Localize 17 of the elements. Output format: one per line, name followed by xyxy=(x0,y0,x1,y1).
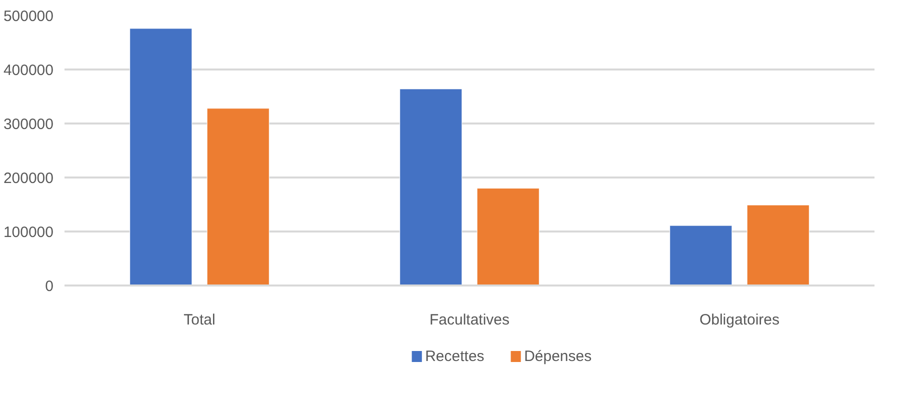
y-tick-label: 300000 xyxy=(3,116,54,133)
x-tick-label: Facultatives xyxy=(429,312,510,328)
x-tick-label: Total xyxy=(184,312,216,328)
bar xyxy=(130,28,192,286)
legend-label: Recettes xyxy=(425,348,484,365)
bar xyxy=(670,225,732,286)
y-tick-label: 400000 xyxy=(3,62,54,79)
y-tick-label: 100000 xyxy=(3,224,54,241)
y-tick-label: 0 xyxy=(45,278,54,295)
bar xyxy=(206,108,270,286)
y-tick-label: 200000 xyxy=(3,170,54,187)
bar xyxy=(746,204,810,286)
legend-label: Dépenses xyxy=(524,348,592,365)
y-tick-label: 500000 xyxy=(3,8,54,25)
x-tick-label: Obligatoires xyxy=(699,312,780,328)
bar xyxy=(400,88,462,286)
bar xyxy=(476,188,540,286)
